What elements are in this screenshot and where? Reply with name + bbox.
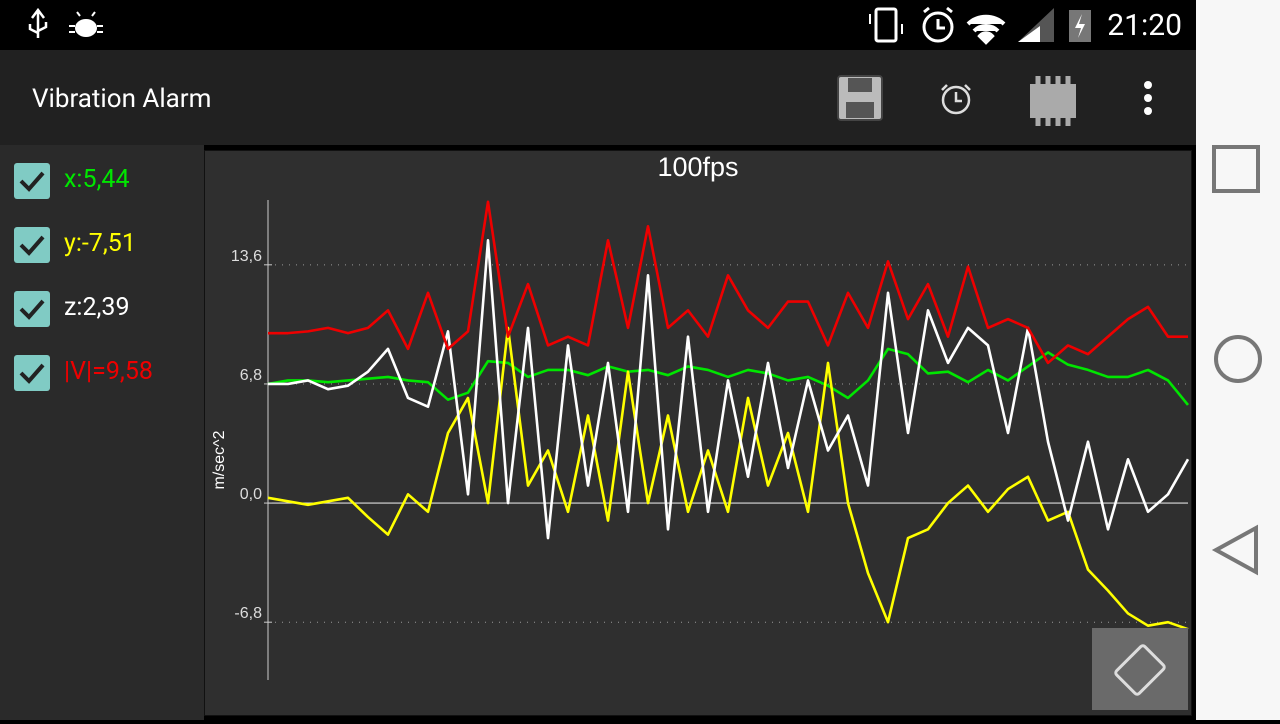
check — [19, 171, 45, 192]
status-icons-right — [869, 6, 1091, 45]
check — [19, 235, 45, 256]
app-title: Vibration Alarm — [32, 84, 212, 114]
y-tick-label: -6,8 — [234, 605, 262, 622]
legend-checkbox[interactable] — [14, 355, 50, 391]
y-tick-label: 13,6 — [231, 248, 262, 265]
legend-label[interactable]: x:5,44 — [64, 165, 130, 194]
chart: 100fps m/sec^2 13,6 6,8 0,0 -6,8 — [204, 150, 1192, 716]
chart-title: 100fps — [657, 152, 738, 182]
legend-checkbox[interactable] — [14, 227, 50, 263]
y-axis-label: m/sec^2 — [211, 430, 228, 489]
nav-buttons[interactable] — [1196, 0, 1280, 720]
status-bar: 21:20 — [0, 0, 1196, 50]
check — [19, 299, 45, 320]
legend-checkbox[interactable] — [14, 291, 50, 327]
chart-container: 100fps m/sec^2 13,6 6,8 0,0 -6,8 — [204, 150, 1192, 716]
toolbar-icons[interactable] — [830, 50, 1190, 145]
legend-label[interactable]: |V|=9,58 — [64, 357, 153, 386]
series-line — [268, 200, 1188, 365]
check — [19, 363, 45, 384]
series-line — [267, 326, 1189, 631]
y-tick-label: 6,8 — [240, 367, 262, 384]
app-bar: Vibration Alarm — [0, 50, 1196, 145]
series-line — [268, 238, 1190, 540]
navigation-bar — [1196, 0, 1280, 720]
legend-panel: x:5,44 y:-7,51 z:2,39 |V|=9,58 — [0, 145, 204, 720]
legend-checkbox[interactable] — [14, 163, 50, 199]
rotate-button[interactable] — [1092, 628, 1188, 710]
status-icons-left — [28, 7, 103, 38]
clock: 21:20 — [1107, 8, 1182, 43]
legend-label[interactable]: y:-7,51 — [64, 229, 136, 258]
legend-label[interactable]: z:2,39 — [64, 293, 130, 322]
y-tick-label: 0,0 — [240, 486, 262, 503]
